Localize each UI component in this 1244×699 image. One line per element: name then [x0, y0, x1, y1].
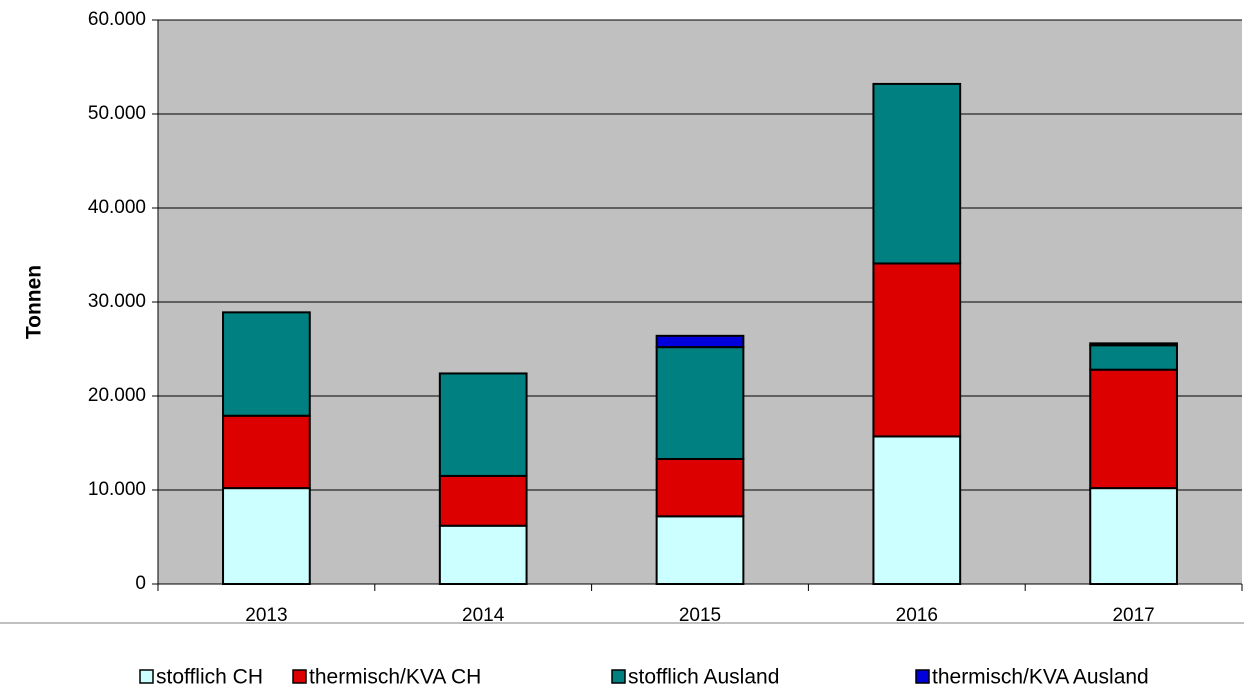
x-tick-label: 2013	[245, 605, 287, 626]
legend-swatch	[915, 669, 930, 684]
bar-segment	[222, 414, 311, 490]
bar-segment	[655, 334, 745, 349]
bar-segment	[1089, 368, 1178, 490]
legend-label: thermisch/KVA CH	[309, 666, 481, 689]
x-tick-label: 2015	[679, 605, 721, 626]
bar-segment	[655, 346, 745, 460]
legend-label: stofflich Ausland	[628, 666, 779, 689]
y-tick-label: 30.000	[88, 291, 146, 312]
y-axis-title: Tonnen	[23, 265, 46, 339]
x-tick-label: 2016	[896, 605, 938, 626]
x-tick-label: 2017	[1112, 605, 1154, 626]
legend-label: thermisch/KVA Ausland	[932, 666, 1149, 689]
bar-segment	[222, 311, 311, 417]
bar-segment	[872, 435, 962, 586]
legend-label: stofflich CH	[156, 666, 263, 689]
y-tick-label: 40.000	[88, 197, 146, 218]
bar-segment	[1089, 487, 1178, 585]
bar-segment	[438, 524, 528, 585]
y-tick-label: 50.000	[88, 103, 146, 124]
legend-swatch	[292, 669, 307, 684]
y-tick-label: 60.000	[88, 9, 146, 30]
y-tick-label: 10.000	[88, 479, 146, 500]
bar-segment	[1089, 342, 1178, 347]
bar-segment	[872, 82, 962, 265]
bar-segment	[655, 515, 745, 586]
legend-swatch	[611, 669, 626, 684]
x-tick-label: 2014	[462, 605, 505, 626]
bar-segment	[438, 372, 528, 477]
bar-segment	[222, 487, 311, 585]
bar-segment	[1089, 344, 1178, 371]
y-tick-label: 0	[135, 573, 146, 594]
bar-segment	[872, 262, 962, 438]
legend-swatch	[139, 669, 154, 684]
y-tick-label: 20.000	[88, 385, 146, 406]
bar-segment	[438, 474, 528, 527]
bar-segment	[655, 457, 745, 518]
